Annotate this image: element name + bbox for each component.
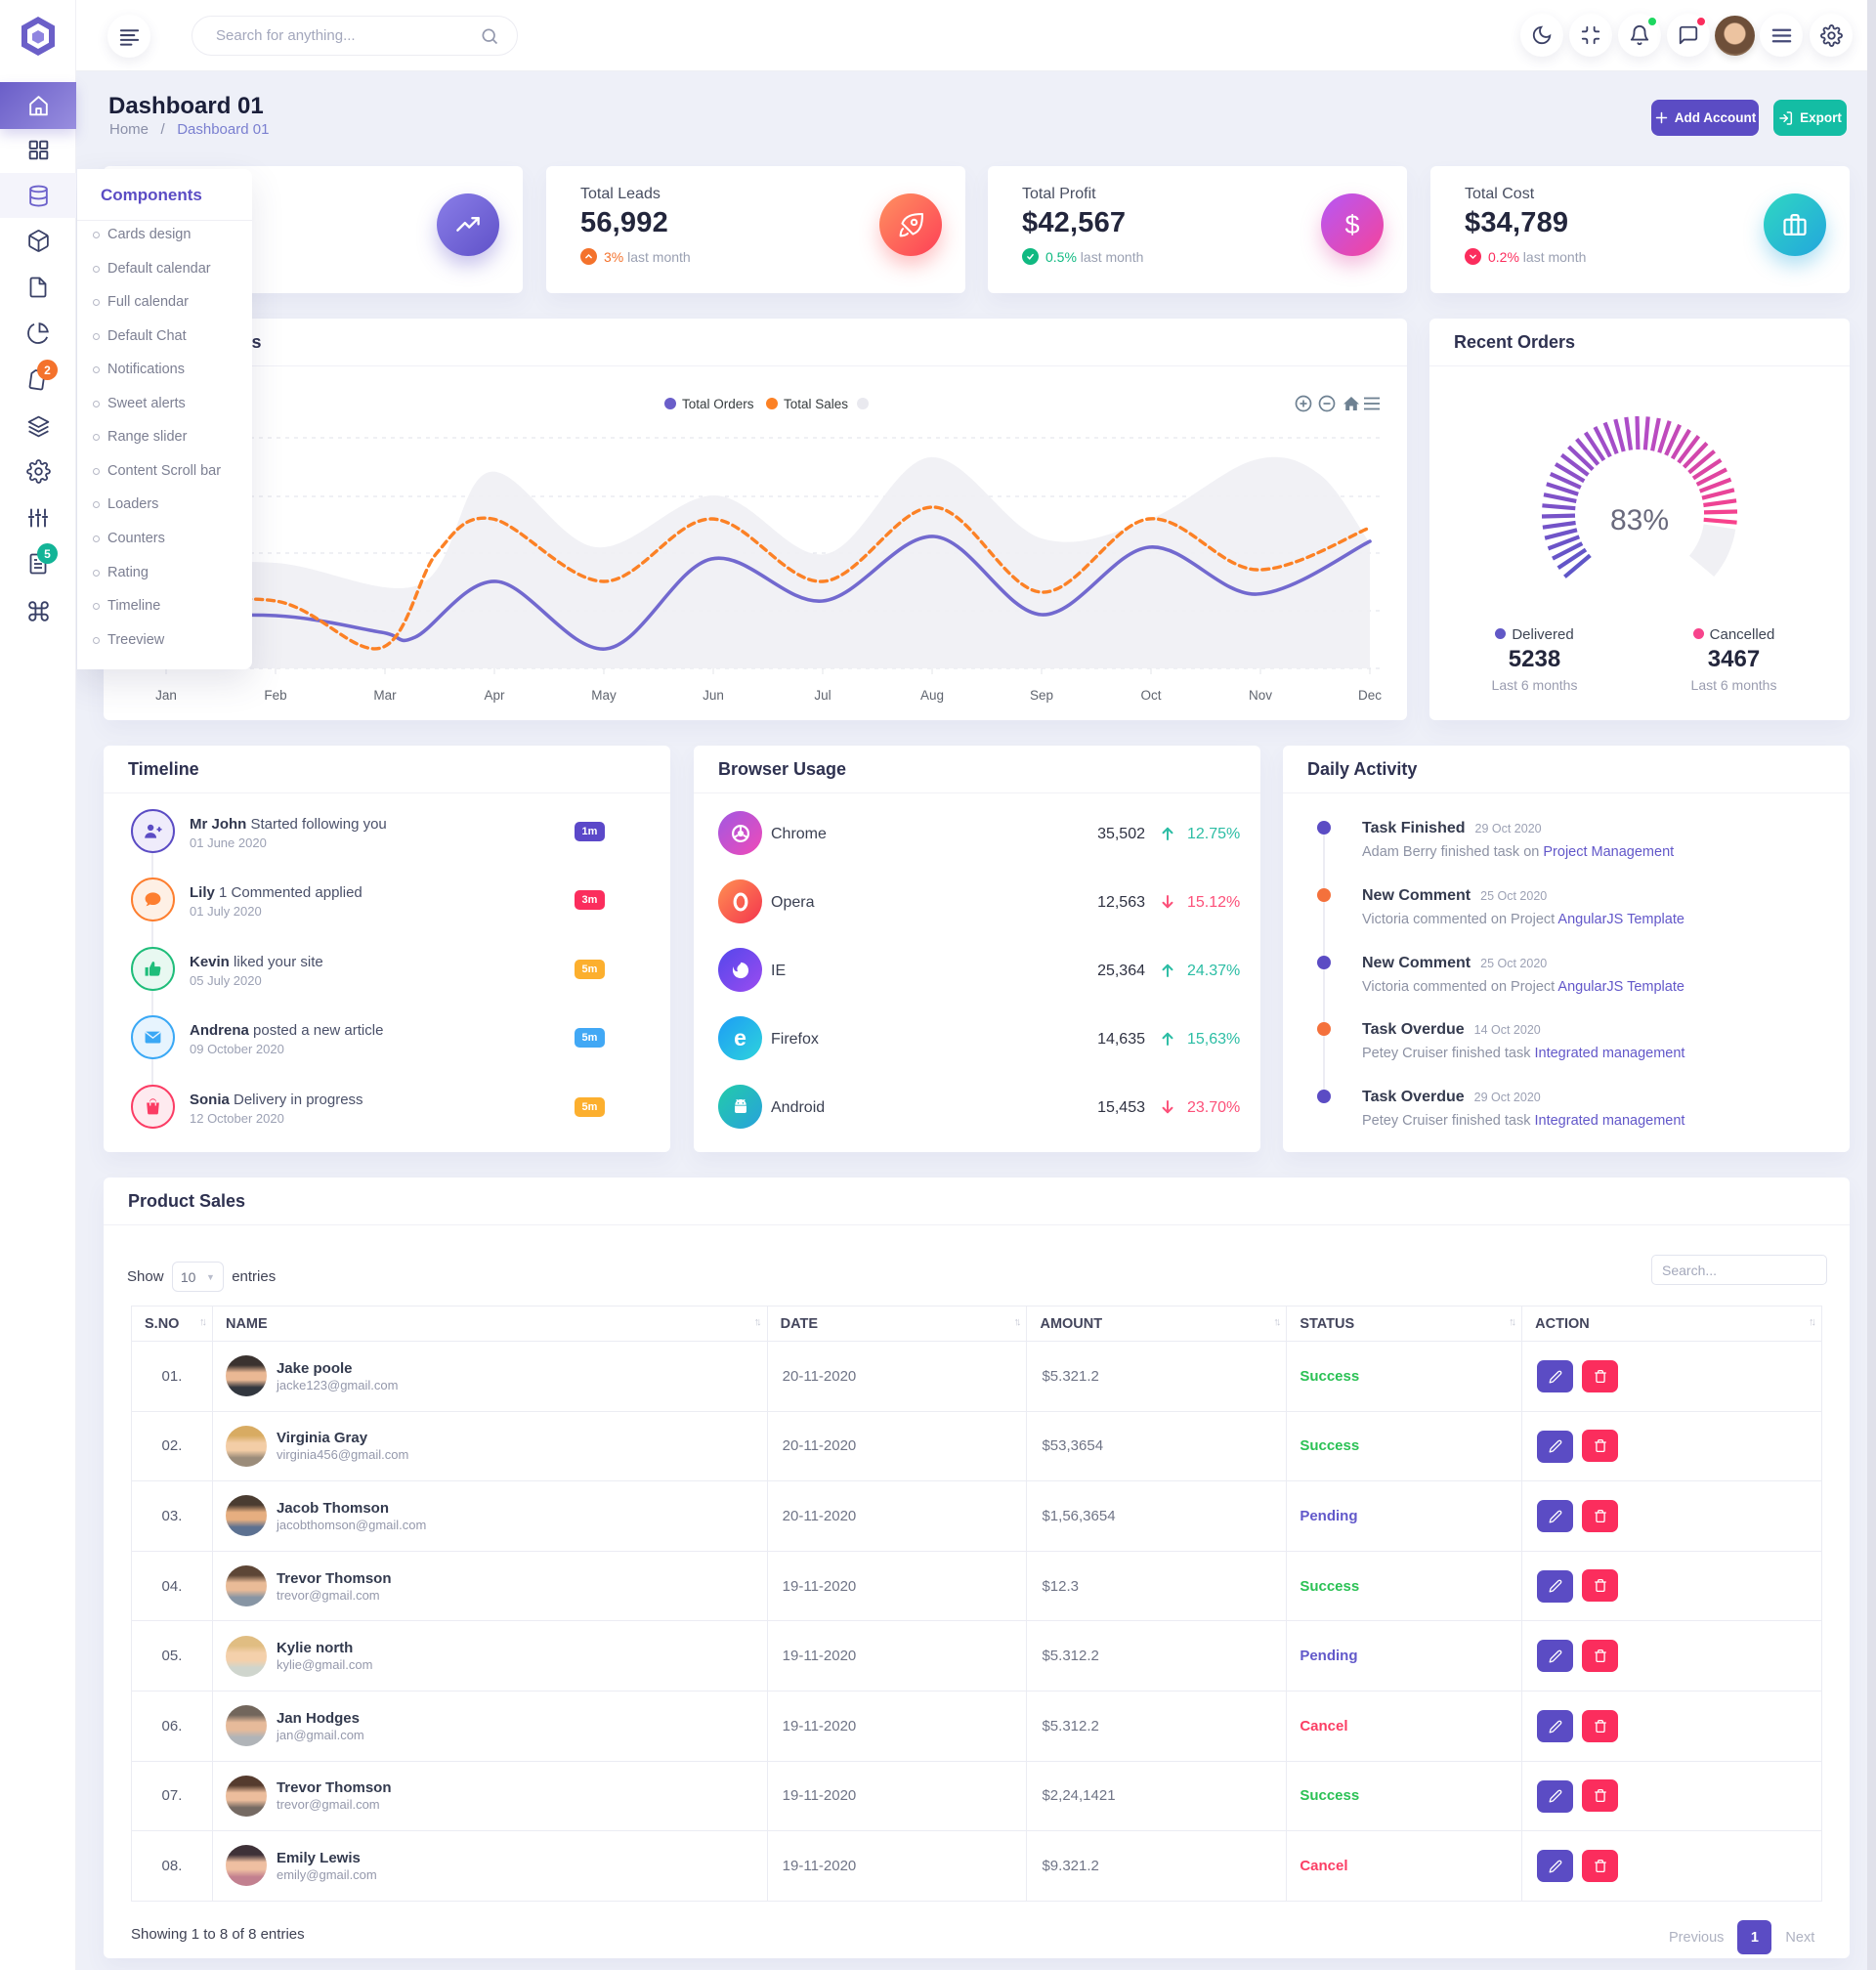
svg-text:Oct: Oct <box>1140 688 1161 703</box>
svg-text:Nov: Nov <box>1249 688 1272 703</box>
svg-text:Jun: Jun <box>703 688 724 703</box>
svg-text:May: May <box>591 688 617 703</box>
svg-text:Sep: Sep <box>1030 688 1053 703</box>
svg-text:Jan: Jan <box>155 688 177 703</box>
svg-text:83%: 83% <box>1610 504 1669 536</box>
svg-text:Feb: Feb <box>264 688 286 703</box>
svg-text:Total Orders: Total Orders <box>682 397 754 411</box>
svg-text:Dec: Dec <box>1358 688 1382 703</box>
svg-text:Jul: Jul <box>814 688 831 703</box>
svg-text:Aug: Aug <box>920 688 944 703</box>
svg-text:Total Sales: Total Sales <box>784 397 848 411</box>
svg-text:Mar: Mar <box>373 688 397 703</box>
svg-text:Apr: Apr <box>484 688 505 703</box>
